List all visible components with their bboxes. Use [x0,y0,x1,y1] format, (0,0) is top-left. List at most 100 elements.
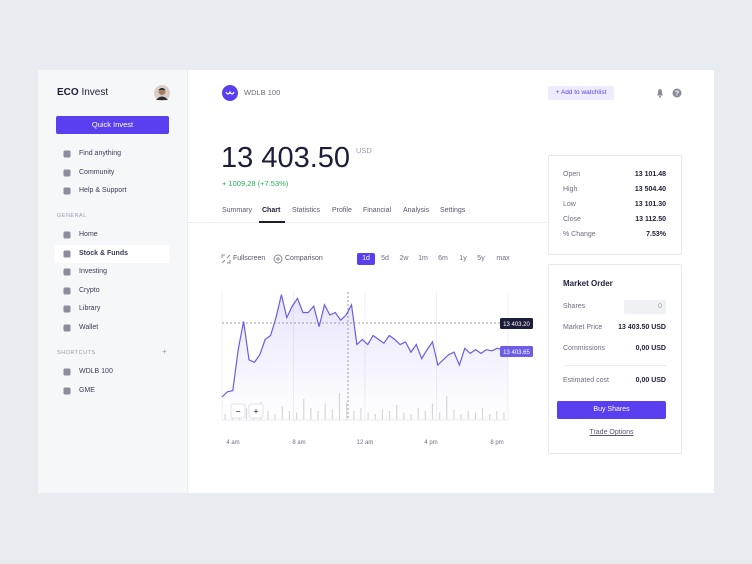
menu-icon [63,287,71,295]
range[interactable]: max [496,255,510,262]
order-value: 0,00 USD [635,345,666,352]
chart: 13 403.20 13 403.65 4 am 8 am 12 am 4 pm 8 pm −… [221,292,533,446]
menu-icon [63,231,71,239]
brand: ECO Invest [57,87,108,99]
stats-card [548,155,682,255]
price-line [221,294,508,398]
add-shortcut[interactable]: + [162,347,167,356]
help-icon[interactable]: ? [672,88,682,98]
stat-value: 13 112.50 [635,216,666,223]
stat-label: % Change [563,231,596,238]
menu-item[interactable]: Home [79,231,98,238]
fullscreen[interactable]: Fullscreen [233,255,266,262]
buy-button[interactable]: Buy Shares [557,401,666,419]
order-label: Market Price [563,324,603,331]
zoom-button[interactable] [230,403,246,419]
menu-item[interactable]: Help & Support [79,187,127,194]
menu-item[interactable]: Community [79,168,115,176]
menu-item[interactable]: WDLB 100 [79,368,113,375]
tab[interactable]: Financial [363,207,392,214]
range[interactable]: 1d [357,253,375,265]
x-tick-label: 8 am [292,440,305,446]
comparison[interactable]: Comparison [285,255,323,262]
currency: USD [356,146,372,155]
price: 13 403.50 [221,142,351,174]
order-title: Market Order [563,279,613,288]
price-label: 13 403.20 [503,322,530,328]
brand-bold: ECO [57,87,79,98]
section-label: GENERAL [57,213,87,219]
range[interactable]: 6m [438,255,448,262]
menu-icon [63,268,71,276]
x-tick-label: 4 am [226,440,239,446]
zoom-label: − [235,407,240,417]
bell-icon[interactable] [655,88,665,98]
zoom-button[interactable] [248,403,264,419]
comparison-icon[interactable] [273,254,283,264]
menu-icon [63,387,71,394]
tab[interactable]: Chart [262,207,281,214]
order-value: 13 403.50 USD [618,324,666,331]
x-tick-label: 4 pm [424,440,437,446]
active-item-bg [55,245,169,263]
sidebar [38,70,188,493]
price-label-bg [500,346,533,357]
range[interactable]: 5d [381,255,389,262]
order-card [548,264,682,454]
price-label-bg [500,318,533,329]
stat-label: Close [563,216,581,223]
ticker-logo [222,85,238,101]
stat-value: 13 504.40 [634,186,666,193]
price-label: 13 403.65 [503,350,530,356]
x-tick-label: 12 am [357,440,374,446]
menu-icon [63,368,71,376]
range[interactable]: 1m [418,255,428,262]
section-label: SHORTCUTS [57,350,96,356]
stat-value: 13 101.30 [634,201,666,208]
tab[interactable]: Analysis [403,207,430,214]
menu-icon [63,305,71,313]
menu-item[interactable]: Wallet [79,324,99,331]
watchlist-button[interactable]: + Add to watchlist [548,86,614,100]
menu-item[interactable]: GME [79,386,95,394]
menu-item[interactable]: Library [79,305,101,313]
quick-invest-button[interactable]: Quick Invest [56,116,169,134]
tab[interactable]: Settings [440,207,466,214]
menu-item[interactable]: Investing [79,268,108,276]
tab[interactable]: Summary [222,207,252,214]
stat-label: High [563,186,578,193]
stat-label: Low [563,201,576,208]
menu-item[interactable]: Stock & Funds [79,249,129,257]
change: + 1009,28 (+7.53%) [222,179,289,188]
divider [188,222,548,223]
shares-input[interactable] [624,300,666,314]
range[interactable]: 5y [477,255,485,262]
menu-icon [63,150,71,158]
brand-name: Invest [81,87,109,98]
order-label: Commissions [563,345,606,352]
order-value: 0,00 USD [635,377,666,384]
tab[interactable]: Profile [332,207,352,214]
range[interactable]: 1y [459,255,467,262]
avatar[interactable] [154,85,170,101]
stat-value: 7.53% [646,231,666,238]
menu-icon [63,187,71,195]
order-label: Estimated cost [563,377,609,384]
menu-icon [63,250,71,258]
order-value: 0 [658,303,662,310]
zoom-label: + [253,407,258,417]
stat-value: 13 101.48 [634,171,666,178]
svg-text:?: ? [675,91,679,98]
order-divider [563,365,666,366]
trade-options-link[interactable]: Trade Options [589,429,634,436]
order-label: Shares [563,303,586,310]
fullscreen-icon[interactable] [221,254,231,264]
menu-item[interactable]: Crypto [79,286,100,294]
menu-item[interactable]: Find anything [79,150,122,157]
ticker: WDLB 100 [244,88,281,97]
range[interactable]: 2w [399,255,409,262]
menu-icon [63,169,71,176]
tab[interactable]: Statistics [292,207,321,214]
x-tick-label: 8 pm [490,440,503,446]
